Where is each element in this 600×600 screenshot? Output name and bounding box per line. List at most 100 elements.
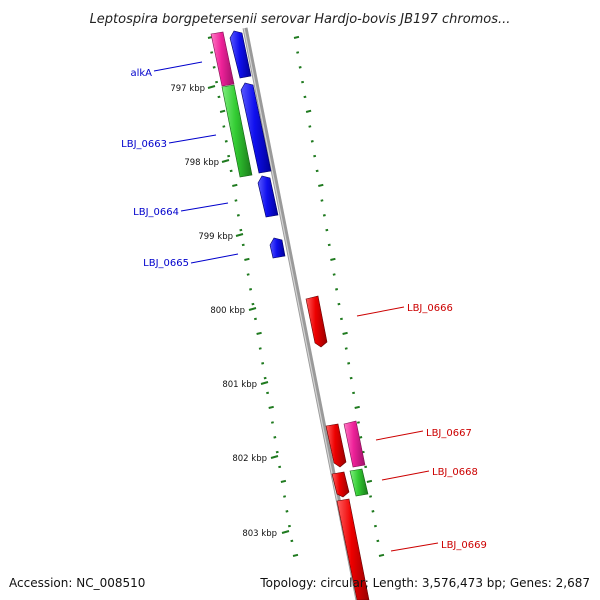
gene-LBJ_0665[interactable] bbox=[269, 237, 286, 259]
ruler-tick-right bbox=[371, 510, 375, 513]
ruler-tick-left bbox=[232, 183, 238, 187]
kbp-label: 798 kbp bbox=[184, 158, 219, 168]
ruler-tick-right bbox=[315, 169, 319, 173]
ruler-tick-right bbox=[342, 331, 348, 335]
ruler-ticks-left bbox=[207, 35, 299, 557]
ruler-tick-left bbox=[227, 154, 231, 158]
ruler-major-ticks bbox=[207, 85, 290, 534]
ruler-tick-right bbox=[313, 154, 317, 158]
gene-LBJ_0663[interactable] bbox=[240, 82, 272, 174]
ruler-tick-left bbox=[263, 376, 267, 380]
gene-label-LBJ_0666[interactable]: LBJ_0666 bbox=[407, 303, 453, 314]
ruler-ticks-right bbox=[293, 35, 385, 557]
gene-alkA[interactable] bbox=[229, 30, 252, 79]
ruler-tick-left bbox=[261, 362, 265, 365]
gene-LBJ_0669[interactable] bbox=[336, 498, 370, 600]
ruler-tick-left bbox=[287, 524, 291, 528]
ruler-tick-left bbox=[285, 510, 289, 513]
gene-LBJ_0668[interactable] bbox=[349, 468, 369, 497]
kbp-label: 799 kbp bbox=[198, 232, 233, 242]
gene-label-LBJ_0664[interactable]: LBJ_0664 bbox=[133, 207, 179, 218]
reverse-strand-genes bbox=[305, 295, 370, 600]
ruler-tick-right bbox=[332, 273, 336, 276]
kbp-label: 802 kbp bbox=[232, 454, 267, 464]
accession-text: Accession: NC_008510 bbox=[9, 576, 145, 590]
kbp-label: 801 kbp bbox=[222, 380, 257, 390]
kbp-label: 800 kbp bbox=[210, 306, 245, 316]
ruler-tick-right bbox=[318, 183, 324, 187]
gene-labels: alkA LBJ_0663 LBJ_0664 LBJ_0665 LBJ_0666… bbox=[121, 68, 487, 551]
ruler-tick-right bbox=[356, 421, 360, 424]
gene-LBJ_0666[interactable] bbox=[305, 295, 328, 348]
kbp-label: 803 kbp bbox=[242, 529, 277, 539]
ruler-labels: 797 kbp 798 kbp 799 kbp 800 kbp 801 kbp … bbox=[170, 84, 277, 539]
ruler-tick-left bbox=[275, 450, 279, 454]
ruler-tick-right bbox=[335, 288, 339, 291]
ruler-tick-left bbox=[236, 214, 240, 217]
ruler-tick-right bbox=[369, 495, 373, 498]
gene-LBJ_0667[interactable] bbox=[343, 420, 366, 468]
ruler-tick-left bbox=[256, 331, 262, 335]
ruler-tick-right bbox=[364, 465, 368, 469]
ruler-tick-left bbox=[278, 465, 282, 469]
ruler-tick-right bbox=[303, 95, 307, 99]
kbp-label: 797 kbp bbox=[170, 84, 205, 94]
ruler-tick-right bbox=[378, 553, 385, 557]
ruler-tick-left bbox=[280, 479, 287, 483]
ruler-tick-right bbox=[347, 362, 351, 365]
ruler-tick-left bbox=[283, 495, 287, 498]
ruler-tick-left bbox=[249, 288, 253, 291]
ruler-tick-left bbox=[212, 66, 216, 69]
ruler-tick-right bbox=[344, 347, 348, 350]
ruler-tick-left bbox=[224, 140, 228, 143]
ruler-tick-left bbox=[251, 302, 255, 306]
summary-text: Topology: circular; Length: 3,576,473 bp… bbox=[259, 576, 590, 590]
ruler-tick-right bbox=[305, 109, 312, 113]
ruler-tick-right bbox=[325, 228, 329, 232]
ruler-tick-left bbox=[219, 109, 226, 113]
gene-label-LBJ_0669[interactable]: LBJ_0669 bbox=[441, 540, 487, 551]
ruler-tick-left bbox=[217, 95, 221, 99]
ruler-tick-right bbox=[320, 199, 324, 202]
ruler-tick-right bbox=[308, 125, 312, 128]
ruler-tick-left bbox=[234, 199, 238, 202]
gene-label-LBJ_0668[interactable]: LBJ_0668 bbox=[432, 467, 478, 478]
gene-label-LBJ_0663[interactable]: LBJ_0663 bbox=[121, 139, 167, 150]
ruler-tick-left bbox=[241, 243, 245, 247]
ruler-tick-left bbox=[246, 273, 250, 276]
ruler-tick-left bbox=[244, 257, 250, 261]
ruler-tick-right bbox=[352, 391, 356, 395]
ruler-tick-left bbox=[258, 347, 262, 350]
ruler-tick-left bbox=[290, 539, 294, 543]
ruler-tick-right bbox=[330, 257, 336, 261]
ruler-tick-right bbox=[310, 140, 314, 143]
ruler-tick-right bbox=[298, 66, 302, 69]
ruler-tick-left bbox=[253, 317, 257, 321]
ruler-tick-left bbox=[210, 51, 214, 54]
ruler-tick-right bbox=[354, 405, 360, 409]
ruler-tick-left bbox=[273, 436, 277, 439]
gene-label-LBJ_0665[interactable]: LBJ_0665 bbox=[143, 258, 189, 269]
ruler-tick-left bbox=[229, 169, 233, 173]
gene-LBJ_0664[interactable] bbox=[257, 175, 279, 218]
ruler-tick-left bbox=[268, 405, 274, 409]
ruler-tick-left bbox=[215, 80, 219, 84]
gene-red-small[interactable] bbox=[325, 423, 347, 468]
ruler-tick-right bbox=[366, 479, 373, 483]
ruler-tick-right bbox=[293, 35, 300, 39]
gene-label-alkA[interactable]: alkA bbox=[130, 68, 152, 79]
gene-label-LBJ_0667[interactable]: LBJ_0667 bbox=[426, 428, 472, 439]
ruler-tick-left bbox=[239, 228, 243, 232]
gene-red-small-2[interactable] bbox=[331, 471, 350, 498]
ruler-tick-left bbox=[266, 391, 270, 395]
ruler-tick-right bbox=[359, 436, 363, 439]
trna-feature[interactable] bbox=[221, 84, 253, 178]
ruler-tick-right bbox=[327, 243, 331, 247]
ruler-tick-right bbox=[339, 317, 343, 321]
rrna-feature[interactable] bbox=[210, 31, 235, 87]
ruler-tick-right bbox=[322, 214, 326, 217]
ruler-tick-left bbox=[222, 125, 226, 128]
ruler-tick-right bbox=[376, 539, 380, 543]
ruler-tick-left bbox=[292, 553, 299, 557]
